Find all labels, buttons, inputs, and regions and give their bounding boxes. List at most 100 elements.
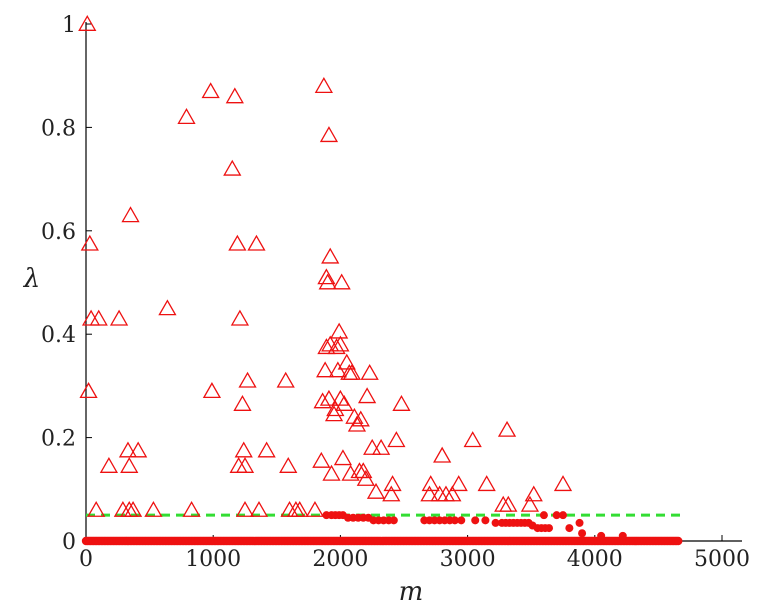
data-triangle: [322, 464, 341, 481]
data-triangle: [257, 441, 276, 458]
data-triangle: [238, 371, 257, 388]
x-tick-label: 5000: [694, 547, 750, 572]
data-triangle: [360, 363, 379, 380]
data-triangle: [317, 338, 336, 355]
y-tick-label: 1: [62, 13, 76, 38]
x-tick-label: 4000: [567, 547, 623, 572]
data-triangle: [333, 449, 353, 466]
data-triangle: [290, 500, 309, 517]
data-triangle: [120, 457, 139, 473]
data-triangle: [313, 392, 332, 409]
data-triangle: [326, 400, 345, 417]
data-triangle: [342, 363, 361, 380]
data-triangle: [499, 495, 518, 512]
data-triangle: [382, 485, 401, 502]
y-axis-label: λ: [23, 264, 40, 294]
data-triangle: [357, 387, 377, 404]
data-triangle: [443, 485, 462, 502]
dot-series: [322, 511, 627, 540]
data-triangle: [249, 500, 269, 517]
data-triangle: [89, 309, 108, 326]
data-triangle: [351, 410, 370, 427]
y-tick-label: 0.4: [41, 323, 76, 348]
data-triangle: [225, 87, 244, 104]
triangle-series: [78, 14, 573, 517]
data-triangle: [421, 475, 440, 492]
y-tick-label: 0.8: [41, 116, 76, 141]
data-triangle: [312, 451, 331, 468]
data-triangle: [449, 475, 468, 492]
data-triangle: [553, 475, 573, 492]
y-tick-label: 0: [62, 530, 76, 555]
x-axis-label: m: [399, 577, 424, 603]
data-triangle: [305, 500, 325, 517]
data-triangle: [330, 322, 349, 339]
data-triangle: [328, 361, 347, 378]
data-triangle: [144, 500, 163, 517]
data-triangle: [331, 389, 350, 406]
data-triangle: [99, 457, 119, 473]
data-triangle: [319, 126, 339, 143]
data-triangle: [354, 462, 373, 479]
data-triangle: [347, 415, 367, 432]
data-triangle: [223, 159, 242, 176]
data-triangle: [202, 382, 222, 399]
data-triangle: [177, 108, 196, 125]
y-tick-label: 0.6: [41, 220, 76, 245]
data-triangle: [356, 469, 375, 486]
data-dot: [597, 531, 606, 540]
data-dot: [491, 518, 500, 527]
data-dot: [389, 516, 398, 525]
data-triangle: [331, 335, 350, 352]
baseline-dot: [674, 536, 683, 546]
x-tick-label: 3000: [440, 547, 496, 572]
data-triangle: [109, 309, 129, 326]
data-dot: [545, 524, 554, 533]
data-triangle: [228, 234, 247, 251]
data-triangle: [87, 500, 106, 517]
data-triangle: [247, 234, 266, 251]
data-triangle: [78, 14, 97, 31]
y-tick-label: 0.2: [41, 427, 76, 452]
data-triangle: [233, 394, 252, 411]
data-triangle: [314, 77, 333, 93]
tick-labels: 0 1000 2000 3000 4000 5000 0 0.2 0.4 0.6 0.8 1: [41, 13, 750, 572]
data-dot: [481, 516, 490, 525]
data-triangle: [327, 338, 346, 355]
x-tick-label: 0: [79, 547, 93, 572]
data-triangle: [433, 446, 452, 463]
data-triangle: [318, 273, 337, 290]
data-triangle: [520, 495, 540, 512]
data-dot: [450, 516, 459, 525]
data-triangle: [335, 394, 354, 411]
data-dot: [457, 516, 466, 525]
data-triangle: [383, 475, 402, 492]
data-triangle: [279, 457, 298, 473]
data-triangle: [321, 247, 340, 264]
x-tick-label: 2000: [312, 547, 368, 572]
data-triangle: [235, 500, 255, 517]
data-triangle: [317, 268, 336, 285]
data-triangle: [324, 405, 344, 422]
data-triangle: [118, 441, 138, 458]
data-triangle: [477, 475, 496, 492]
data-triangle: [79, 382, 98, 399]
data-triangle: [123, 500, 143, 517]
data-triangle: [158, 299, 177, 316]
data-triangle: [234, 441, 253, 458]
data-triangle: [332, 273, 351, 290]
data-dot: [575, 518, 584, 527]
data-triangle: [230, 309, 250, 326]
data-triangle: [392, 394, 411, 411]
data-dot: [552, 511, 561, 520]
data-triangle: [319, 389, 339, 406]
data-triangle: [121, 206, 140, 223]
data-triangle: [182, 500, 201, 517]
data-triangle: [316, 361, 335, 378]
data-triangle: [497, 420, 517, 437]
baseline-points: [81, 536, 683, 546]
data-triangle: [366, 482, 386, 499]
data-triangle: [371, 438, 391, 455]
